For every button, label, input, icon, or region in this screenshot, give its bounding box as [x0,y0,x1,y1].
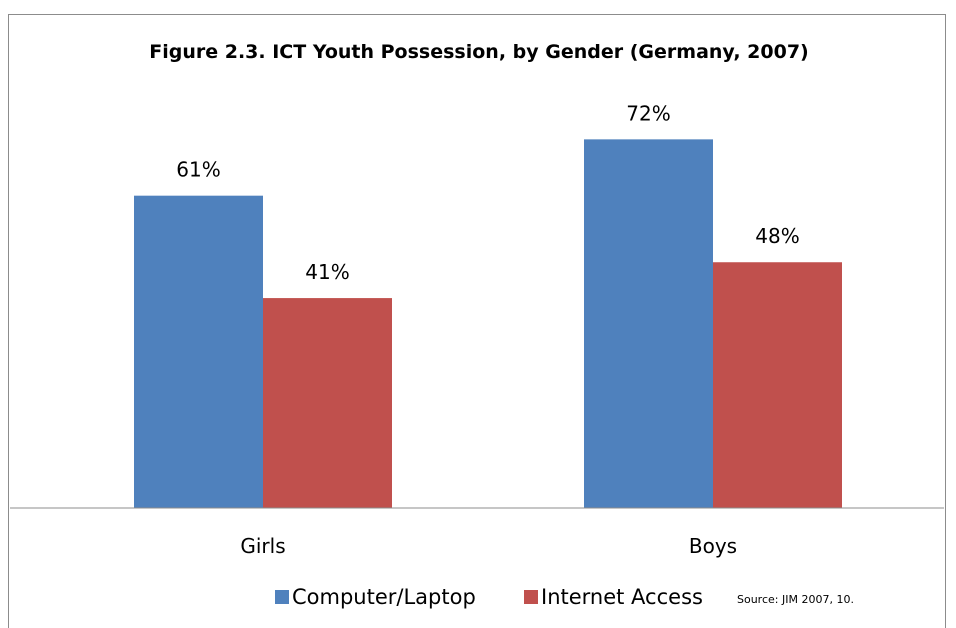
category-label-girls: Girls [240,534,285,558]
data-labels-layer: 61% 41% 72% 48% [176,101,799,284]
legend-swatch-computer-laptop [275,590,289,604]
data-label-boys-1: 48% [755,224,799,248]
source-note: Source: JIM 2007, 10. [737,593,854,606]
bar-boys-computer-laptop [584,139,713,509]
legend-label-internet-access: Internet Access [541,585,703,609]
bar-girls-internet-access [263,298,392,508]
bar-boys-internet-access [713,262,842,508]
data-label-girls-1: 41% [305,260,349,284]
category-label-boys: Boys [689,534,737,558]
data-label-boys-0: 72% [626,101,670,125]
legend-label-computer-laptop: Computer/Laptop [292,585,476,609]
legend: Computer/Laptop Internet Access [275,585,703,609]
data-label-girls-0: 61% [176,158,220,182]
bar-girls-computer-laptop [134,195,263,508]
category-labels-layer: Girls Boys [240,534,737,558]
bars-layer [134,139,842,509]
chart-title: Figure 2.3. ICT Youth Possession, by Gen… [149,41,808,63]
legend-swatch-internet-access [524,590,538,604]
